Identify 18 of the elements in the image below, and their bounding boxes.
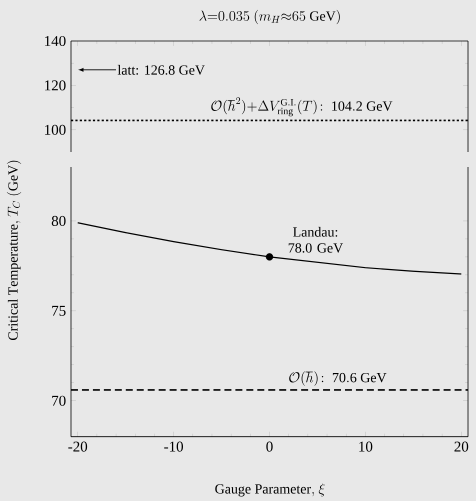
x-tick-label: -20 xyxy=(68,442,88,452)
y-tick-label: 140 xyxy=(45,36,66,46)
y-tick-label: 70 xyxy=(52,396,66,406)
annotation: Landau: 78.0 GeV xyxy=(288,226,344,253)
x-tick-label: 20 xyxy=(454,442,468,452)
ref-line-label: $\mathcal{O}(\hbar)\!:\ \mathrm{70.6\ GeV}$ xyxy=(289,371,386,386)
x-axis-title: $\mathrm{Gauge\ Parameter,}\ \xi$ xyxy=(215,483,325,496)
y-axis-title: $\mathrm{Critical\ Temperature,}\ T_C\ \mathrm{(GeV)}$ xyxy=(6,160,22,340)
x-tick-label: 10 xyxy=(359,442,372,452)
annotation: latt: 126.8 GeV xyxy=(118,64,205,75)
x-tick-label: 0 xyxy=(266,442,273,452)
y-tick-label: 75 xyxy=(52,306,66,316)
y-tick-label: 100 xyxy=(45,124,66,135)
ref-line-label: $\mathcal{O}(\hbar^2){+}\Delta V^{\mathrm{G.I.}}_{\mathrm{ring}}(T)\!:\ \mathrm{104.2\ GeV}$ xyxy=(211,97,392,116)
chart-title: $\lambda{=}0.035\ (m_H{\approx}65\ \mathrm{GeV})$ xyxy=(200,10,340,24)
y-tick-label: 80 xyxy=(52,216,66,226)
y-tick-label: 120 xyxy=(45,80,66,90)
x-tick-label: -10 xyxy=(164,442,184,452)
